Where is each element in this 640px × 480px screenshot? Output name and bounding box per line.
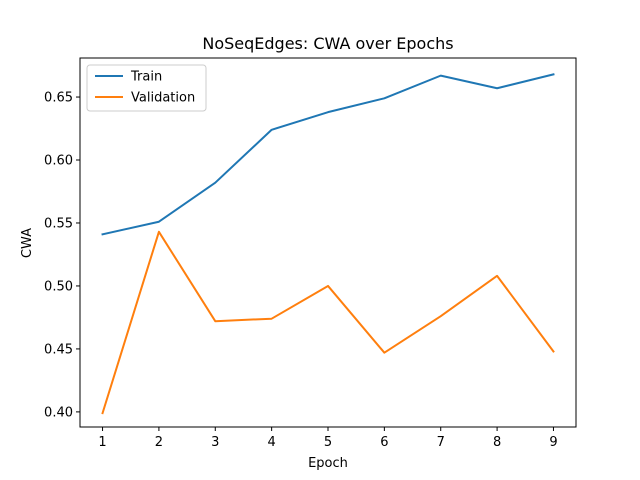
x-tick-label: 2 [155,435,163,450]
chart-title: NoSeqEdges: CWA over Epochs [202,34,453,53]
x-tick-label: 5 [324,435,332,450]
y-tick-label: 0.55 [44,216,73,231]
x-tick-label: 8 [493,435,501,450]
y-axis: 0.40 0.45 0.50 0.55 0.60 0.65 [44,91,80,420]
series-line-train [101,73,555,236]
legend: Train Validation [86,64,207,112]
x-tick-label: 6 [380,435,388,450]
x-tick-label: 4 [267,435,275,450]
x-axis-label: Epoch [308,456,348,471]
y-tick-label: 0.65 [44,91,73,106]
y-tick-label: 0.40 [44,405,73,420]
x-tick-label: 1 [98,435,106,450]
y-tick-label: 0.45 [44,342,73,357]
x-axis: 1 2 3 4 5 6 7 8 9 [98,427,558,450]
y-tick-label: 0.50 [44,279,73,294]
x-tick-label: 3 [211,435,219,450]
x-tick-label: 9 [549,435,557,450]
plot-area [101,73,555,415]
y-tick-label: 0.60 [44,154,73,169]
y-axis-label: CWA [20,228,35,258]
legend-label-train: Train [130,70,162,85]
legend-label-validation: Validation [131,91,195,106]
series-line-validation [101,230,555,415]
x-tick-label: 7 [437,435,445,450]
